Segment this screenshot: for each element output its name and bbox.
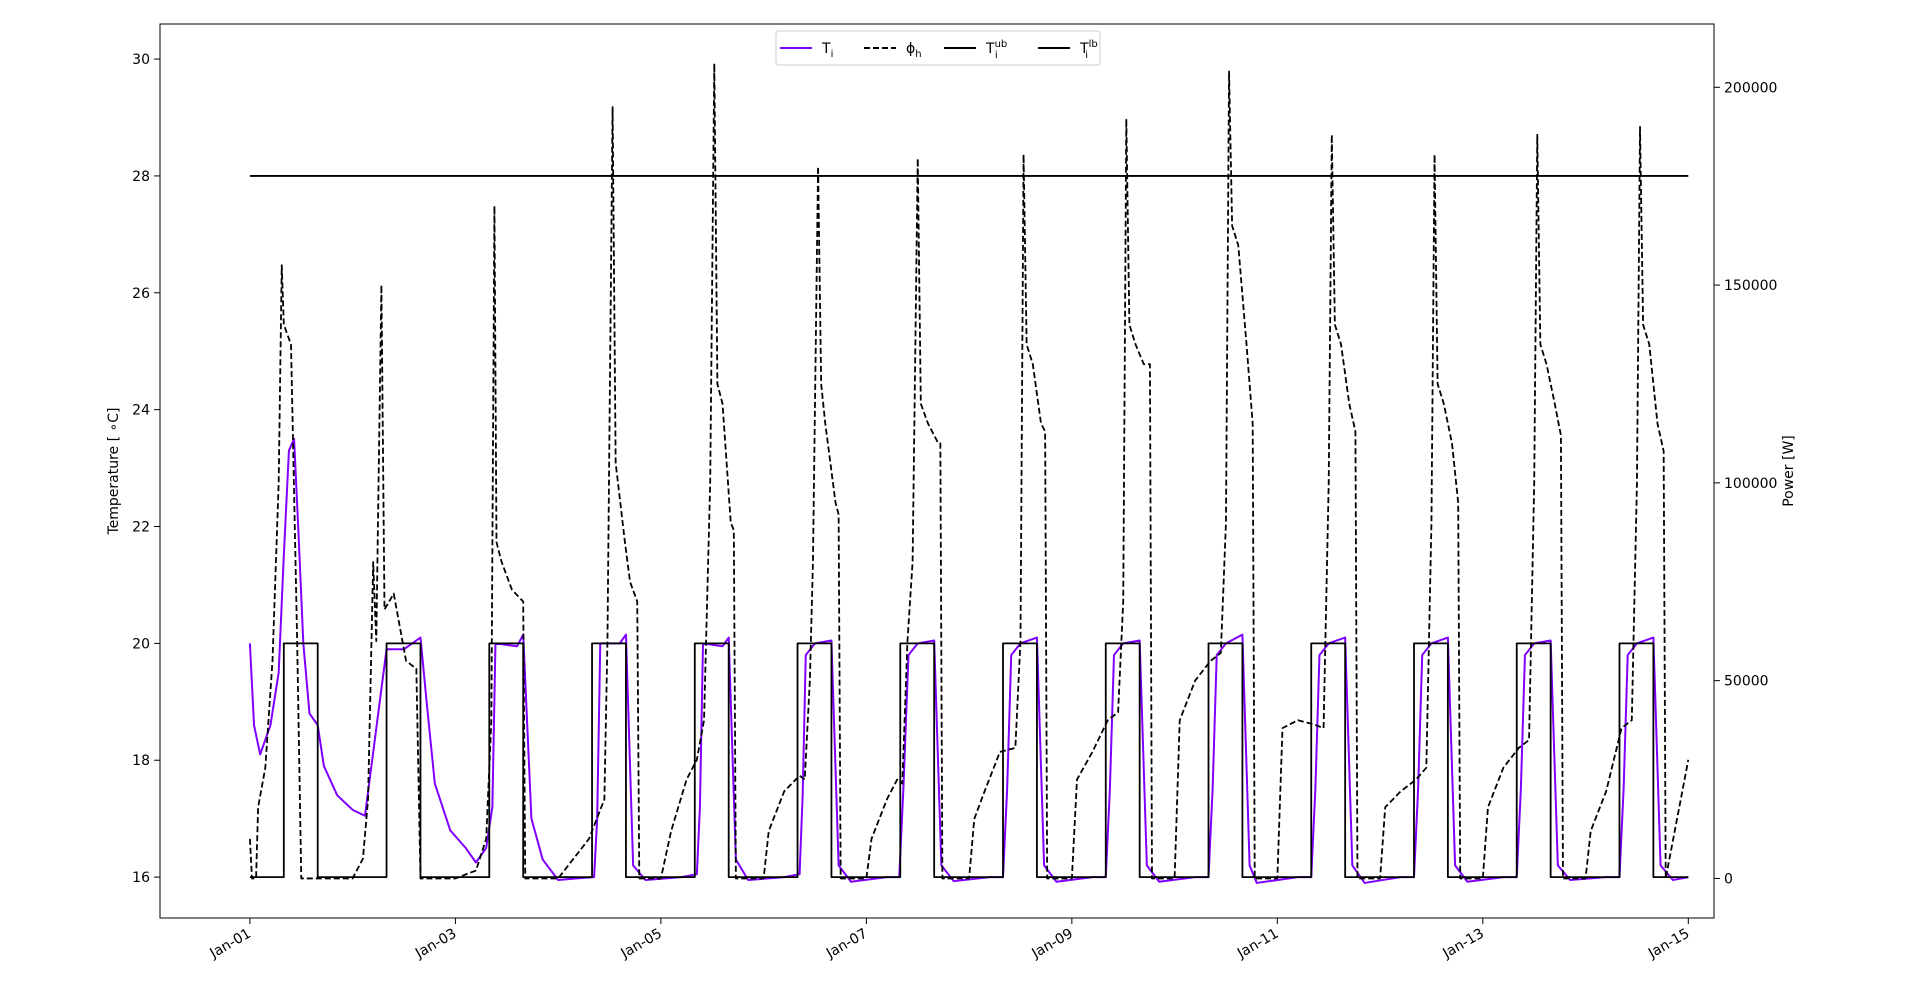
y2-tick-label: 100000 (1724, 476, 1777, 492)
y2-tick-label: 200000 (1724, 80, 1777, 96)
x-tick-label: Jan-01 (207, 926, 254, 963)
x-tick-label: Jan-07 (823, 926, 870, 963)
plot-area (248, 62, 1690, 884)
y2-tick-label: 0 (1724, 871, 1733, 887)
x-tick-label: Jan-15 (1645, 926, 1692, 963)
y2-tick-label: 150000 (1724, 278, 1777, 294)
y-tick-label: 18 (132, 753, 150, 769)
x-tick-label: Jan-03 (412, 926, 459, 963)
series-line-phi_h (249, 62, 1690, 880)
legend-label: ϕh (906, 41, 922, 60)
x-axis: Jan-01 Jan-03 Jan-05 Jan-07 Jan-09 Jan-11 Jan-… (207, 918, 1692, 963)
y-axis-right: 0 50000 100000 150000 200000 (1714, 80, 1777, 887)
y-tick-label: 24 (132, 403, 150, 419)
y-tick-label: 26 (132, 286, 150, 302)
legend-label: Tub i (985, 39, 1007, 61)
y-tick-label: 20 (132, 636, 150, 652)
y-tick-label: 16 (132, 870, 150, 886)
legend: Ti ϕh Tub i Tlb i (775, 30, 1101, 66)
plot-frame (159, 23, 1715, 919)
x-tick-label: Jan-05 (618, 926, 665, 963)
x-tick-label: Jan-11 (1234, 926, 1281, 963)
legend-label: Ti (821, 41, 833, 60)
series-line-Ti_lb (249, 642, 1689, 878)
y-tick-label: 22 (132, 520, 150, 536)
x-tick-label: Jan-09 (1028, 926, 1075, 963)
y-axis-label: Temperature [ ∘C] (106, 407, 122, 535)
y-tick-label: 28 (132, 169, 150, 185)
y-axis-left: 16 18 20 22 24 26 28 30 (132, 52, 160, 886)
y2-axis-label: Power [W] (1781, 435, 1797, 507)
legend-box (775, 30, 1101, 66)
series-layer (248, 62, 1690, 884)
x-tick-label: Jan-13 (1439, 926, 1486, 963)
series-line-Ti (248, 437, 1689, 884)
y-tick-label: 30 (132, 52, 150, 68)
y2-tick-label: 50000 (1724, 674, 1769, 690)
legend-label: Tlb i (1079, 39, 1098, 61)
